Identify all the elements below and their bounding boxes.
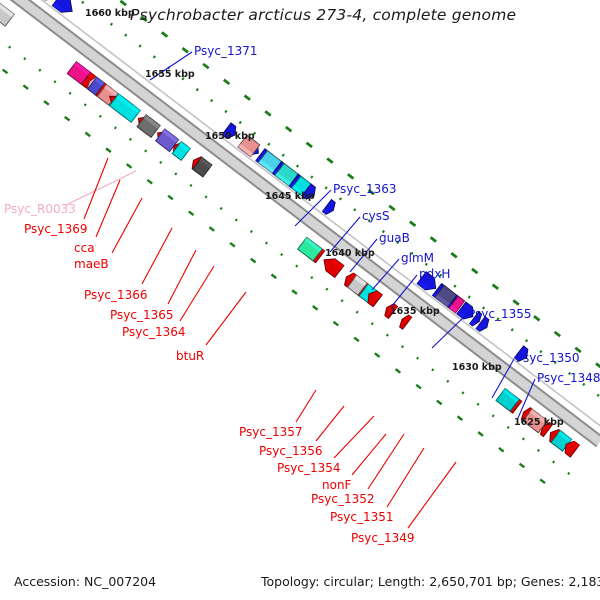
gene-feature[interactable]: [51, 0, 73, 13]
axis-tick-label: 1635 kbp: [390, 306, 440, 317]
gene-label[interactable]: Psyc_1363: [333, 182, 397, 196]
gene-feature-layer[interactable]: [0, 0, 581, 458]
topology-text: Topology: circular; Length: 2,650,701 bp…: [261, 574, 600, 589]
gene-feature[interactable]: [301, 183, 316, 200]
gene-label[interactable]: guaB: [379, 231, 410, 245]
gene-label[interactable]: Psyc_1354: [277, 461, 341, 475]
gene-feature[interactable]: [108, 93, 141, 123]
gene-label[interactable]: Psyc_1355: [468, 307, 532, 321]
gene-feature[interactable]: [448, 295, 466, 314]
label-leader-line: [371, 258, 400, 291]
gene-feature[interactable]: [564, 440, 581, 458]
page-title: Psychrobacter arcticus 273-4, complete g…: [130, 6, 517, 24]
gene-feature[interactable]: [171, 140, 191, 162]
label-leader-line: [295, 389, 317, 423]
label-leader-line: [167, 249, 197, 305]
gene-feature[interactable]: [416, 271, 437, 291]
gene-feature[interactable]: [468, 311, 483, 327]
gene-feature[interactable]: [346, 274, 368, 296]
gene-label[interactable]: maeB: [74, 257, 109, 271]
gene-feature[interactable]: [66, 60, 92, 85]
label-leader-line: [111, 197, 143, 254]
label-leader-line: [351, 433, 387, 476]
label-leader-lines: [65, 51, 536, 529]
label-leader-line: [315, 405, 345, 442]
gene-label[interactable]: Psyc_1352: [311, 492, 375, 506]
gene-feature[interactable]: [154, 128, 180, 153]
gene-feature[interactable]: [495, 387, 520, 412]
gene-feature[interactable]: [475, 315, 490, 332]
gene-label[interactable]: nonF: [322, 478, 352, 492]
gene-label[interactable]: Psyc_1365: [110, 308, 174, 322]
gene-label[interactable]: Psyc_1366: [84, 288, 148, 302]
gene-feature[interactable]: [87, 76, 106, 96]
axis-tick-label: 1650 kbp: [205, 131, 255, 142]
gene-feature[interactable]: [522, 408, 549, 434]
label-leader-line: [431, 314, 467, 349]
gene-feature[interactable]: [136, 114, 161, 139]
gene-label[interactable]: Psyc_1351: [330, 510, 394, 524]
gene-feature[interactable]: [367, 290, 383, 308]
axis-tick-label: 1645 kbp: [265, 191, 315, 202]
gc-content-tracks: [0, 0, 600, 496]
gene-feature[interactable]: [513, 345, 529, 362]
gene-feature[interactable]: [321, 198, 336, 215]
label-leader-line: [329, 216, 361, 253]
gene-label[interactable]: Psyc_1364: [122, 325, 186, 339]
footer-bar: Accession: NC_007204 Topology: circular;…: [0, 566, 600, 600]
label-leader-line: [367, 433, 405, 490]
label-leader-line: [386, 447, 425, 508]
axis-tick-label: 1655 kbp: [145, 69, 195, 80]
gene-feature[interactable]: [323, 258, 345, 279]
label-leader-line: [294, 189, 332, 227]
gene-feature[interactable]: [221, 122, 237, 140]
accession-text: Accession: NC_007204: [14, 574, 157, 589]
label-leader-line: [407, 461, 457, 529]
label-leader-line: [65, 170, 137, 206]
gene-label[interactable]: btuR: [176, 349, 205, 363]
gene-feature[interactable]: [0, 2, 15, 27]
gene-feature[interactable]: [192, 156, 213, 178]
gene-label[interactable]: Psyc_1357: [239, 425, 303, 439]
gene-label[interactable]: Psyc_1371: [194, 44, 258, 58]
gene-label[interactable]: glmM: [401, 251, 434, 265]
gene-label[interactable]: Psyc_1369: [24, 222, 88, 236]
gene-label[interactable]: Psyc_1350: [516, 351, 580, 365]
genome-backbone[interactable]: [0, 0, 600, 448]
gene-feature[interactable]: [539, 421, 554, 438]
axis-tick-label: 1625 kbp: [514, 417, 564, 428]
gene-feature[interactable]: [296, 236, 323, 262]
label-leader-line: [349, 238, 378, 273]
label-leader-line: [141, 227, 173, 285]
gene-label[interactable]: Psyc_1356: [259, 444, 323, 458]
axis-tick-label: 1660 kbp: [85, 8, 135, 19]
label-leader-line: [517, 378, 536, 419]
gene-label[interactable]: Psyc_1348: [537, 371, 600, 385]
label-leader-line: [333, 415, 375, 459]
gene-label[interactable]: Psyc_R0033: [4, 202, 76, 216]
label-leader-line: [179, 265, 215, 322]
label-leader-line: [149, 51, 193, 81]
gene-label[interactable]: pdxH: [419, 267, 451, 281]
label-leader-line: [491, 358, 515, 399]
label-leader-line: [95, 179, 121, 238]
gene-feature[interactable]: [399, 314, 413, 330]
axis-tick-label: 1640 kbp: [325, 248, 375, 259]
gene-label[interactable]: Psyc_1349: [351, 531, 415, 545]
axis-tick-label: 1630 kbp: [452, 362, 502, 373]
label-leader-line: [391, 274, 418, 307]
label-leader-line: [205, 291, 247, 346]
gene-label[interactable]: cysS: [362, 209, 390, 223]
label-leader-line: [83, 157, 109, 220]
gene-label[interactable]: cca: [74, 241, 95, 255]
gene-feature[interactable]: [237, 134, 261, 158]
